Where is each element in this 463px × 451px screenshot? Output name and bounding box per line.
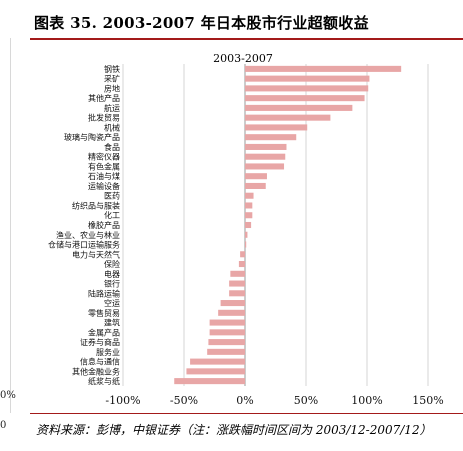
category-label: 食品 [104, 142, 120, 152]
category-label: 精密仪器 [88, 152, 120, 162]
category-label: 钢铁 [104, 64, 120, 74]
category-label: 仓储与港口运输服务 [48, 240, 120, 250]
x-tick-label: -50% [170, 394, 198, 407]
category-label: 石油与煤 [88, 171, 120, 181]
source-rule [30, 413, 463, 414]
category-label: 建筑 [104, 318, 120, 328]
x-tick-label: 150% [412, 394, 443, 407]
bar [245, 124, 308, 131]
bar [208, 339, 245, 346]
category-label: 陆路运输 [88, 288, 120, 298]
category-label: 保险 [104, 259, 120, 269]
category-label: 零售贸易 [88, 308, 120, 318]
category-label: 机械 [104, 122, 120, 132]
left-fragment-label: 0% [0, 390, 16, 401]
bar [174, 378, 245, 385]
category-labels: 钢铁采矿房地其他产品航运批发贸易机械玻璃与陶瓷产品食品精密仪器有色金属石油与煤运… [48, 64, 120, 386]
bar [245, 95, 365, 102]
x-tick-labels: -100% -50% 0% 50% 100% 150% [105, 394, 443, 407]
category-label: 批发贸易 [88, 113, 120, 123]
bar [245, 182, 266, 189]
bar [245, 143, 287, 150]
category-label: 纸浆与纸 [88, 376, 120, 386]
category-label: 玻璃与陶瓷产品 [64, 132, 120, 142]
bar [220, 300, 245, 307]
left-panel-fragment [0, 38, 11, 413]
bar [186, 368, 245, 375]
bar [190, 358, 245, 365]
category-label: 其他金融业务 [72, 366, 120, 376]
bar [245, 231, 248, 238]
category-label: 服务业 [96, 347, 120, 357]
bar [207, 348, 245, 355]
bar [245, 114, 331, 121]
category-label: 渔业、农业与林业 [56, 230, 120, 240]
bar [245, 104, 353, 111]
category-label: 橡胶产品 [88, 220, 120, 230]
bar [245, 173, 267, 180]
x-tick-label: 100% [351, 394, 382, 407]
x-tick-label: -100% [105, 394, 140, 407]
bar [209, 329, 245, 336]
category-label: 采矿 [104, 74, 120, 84]
category-label: 空运 [104, 298, 120, 308]
figure-title: 图表 35. 2003-2007 年日本股市行业超额收益 [34, 14, 369, 32]
bar [245, 85, 369, 92]
bar [240, 251, 245, 258]
bar [245, 241, 247, 248]
category-label: 有色金属 [88, 161, 120, 171]
bar [209, 319, 245, 326]
category-label: 其他产品 [88, 93, 120, 103]
bar [245, 192, 254, 199]
category-label: 运输设备 [88, 181, 120, 191]
category-label: 证券与商品 [80, 337, 120, 347]
bar [218, 309, 245, 316]
bar [245, 163, 285, 170]
bar [245, 202, 253, 209]
bar [230, 270, 245, 277]
gridlines [122, 64, 429, 386]
category-label: 航运 [104, 103, 120, 113]
source-note: 资料来源：彭博，中银证券（注：涨跌幅时间区间为 2003/12-2007/12） [36, 423, 432, 437]
bar [245, 221, 252, 229]
title-rule [30, 38, 463, 40]
category-label: 电力与天然气 [72, 249, 120, 259]
left-fragment-label: 0 [0, 420, 7, 431]
bar [245, 153, 286, 160]
bar [245, 65, 402, 72]
bar [245, 75, 370, 82]
bar [238, 261, 245, 268]
category-label: 房地 [104, 83, 120, 93]
bars [174, 65, 402, 385]
x-tick-label: 50% [294, 394, 318, 407]
bar [229, 280, 245, 287]
category-label: 银行 [104, 279, 120, 289]
category-label: 医药 [104, 191, 120, 201]
bar [245, 212, 253, 219]
bar [229, 290, 245, 297]
x-tick-label: 0% [236, 394, 253, 407]
category-label: 金属产品 [88, 327, 120, 337]
category-label: 电器 [104, 269, 120, 279]
category-label: 纺织品与服装 [72, 200, 120, 210]
category-label: 化工 [104, 210, 120, 220]
chart-title: 2003-2007 [213, 52, 273, 65]
category-label: 信息与通信 [80, 357, 120, 367]
bar [245, 134, 297, 141]
